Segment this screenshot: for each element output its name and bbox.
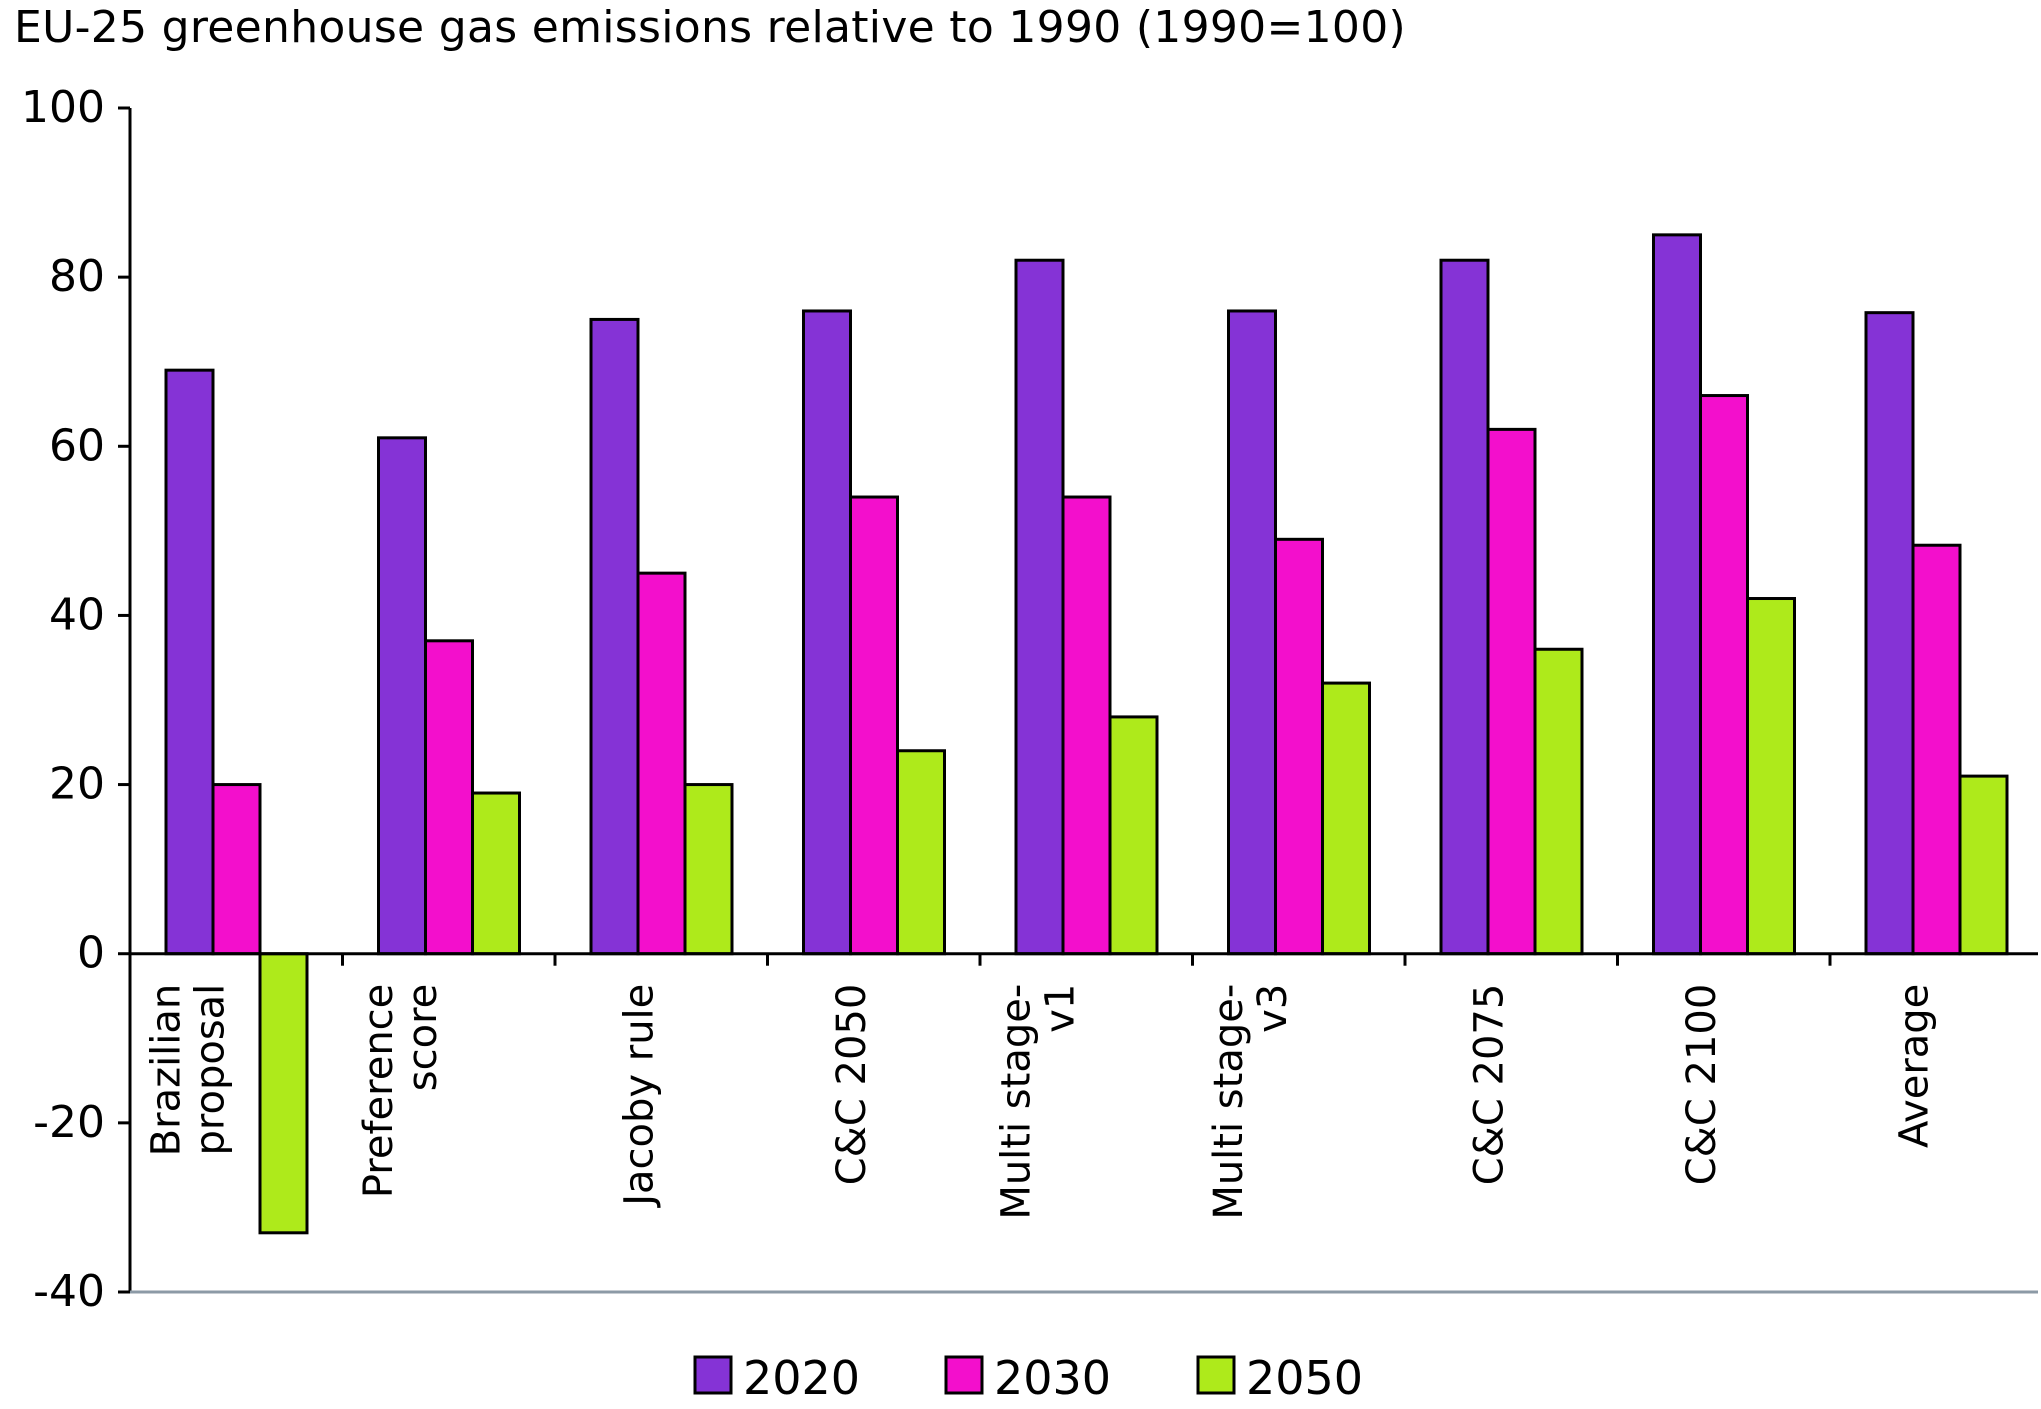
bar-2030-8 xyxy=(1911,543,1962,956)
category-label: Jacoby rule xyxy=(617,984,663,1209)
bar-2020-4 xyxy=(1014,258,1065,956)
bar-2050-1 xyxy=(471,791,521,956)
legend-swatch-2050 xyxy=(1196,1355,1236,1395)
legend-swatch-2020 xyxy=(693,1355,733,1395)
y-tick-label: 40 xyxy=(49,589,105,640)
y-tick-label: 60 xyxy=(49,420,105,471)
bar-2020-6 xyxy=(1439,258,1490,956)
legend: 2020 2030 2050 xyxy=(693,1351,1363,1405)
chart-title: EU-25 greenhouse gas emissions relative … xyxy=(14,2,1406,53)
category-label: Multi stage- xyxy=(1206,984,1252,1220)
category-label: Average xyxy=(1892,984,1938,1148)
bar-2050-2 xyxy=(683,783,734,956)
category-label: C&C 2050 xyxy=(829,984,875,1186)
y-tick-label: 80 xyxy=(49,251,105,302)
legend-label-2020: 2020 xyxy=(743,1351,860,1405)
legend-swatch-2030 xyxy=(944,1355,984,1395)
category-label: Multi stage- xyxy=(994,984,1040,1220)
legend-label-2050: 2050 xyxy=(1246,1351,1363,1405)
bar-2030-7 xyxy=(1699,394,1749,956)
bar-2050-7 xyxy=(1746,597,1796,956)
bar-2050-6 xyxy=(1533,647,1584,956)
bar-2030-1 xyxy=(424,639,474,956)
bar-2020-2 xyxy=(589,317,640,956)
category-label: C&C 2075 xyxy=(1467,984,1513,1186)
bar-2020-1 xyxy=(377,436,427,956)
axes-layer xyxy=(118,106,2038,1294)
legend-label-2030: 2030 xyxy=(994,1351,1111,1405)
category-label: C&C 2100 xyxy=(1679,984,1725,1186)
y-tick-label: 100 xyxy=(21,82,105,133)
bar-2020-8 xyxy=(1864,311,1915,956)
bar-2030-5 xyxy=(1274,537,1324,956)
y-tick-label: -20 xyxy=(33,1097,105,1148)
bar-2030-3 xyxy=(849,495,899,956)
category-label: v1 xyxy=(1038,984,1084,1033)
bar-2050-0 xyxy=(258,952,309,1235)
bar-2020-0 xyxy=(164,368,215,956)
bar-2050-3 xyxy=(896,749,946,956)
bar-2030-6 xyxy=(1486,427,1537,956)
bar-2050-5 xyxy=(1321,681,1371,956)
bar-2020-5 xyxy=(1227,309,1277,956)
category-label: Preference xyxy=(356,984,402,1198)
y-tick-labels: 100 80 60 40 20 0 -20 -40 xyxy=(21,82,105,1317)
bar-2020-7 xyxy=(1652,233,1702,956)
bar-2030-4 xyxy=(1061,495,1112,956)
bars-layer xyxy=(164,233,2009,1235)
bar-2050-4 xyxy=(1108,715,1159,956)
category-label: score xyxy=(400,984,446,1091)
bar-2020-3 xyxy=(802,309,852,956)
bar-2030-0 xyxy=(211,783,262,956)
category-label: Brazilian xyxy=(144,984,190,1157)
bar-2030-2 xyxy=(636,571,687,956)
bar-2050-8 xyxy=(1958,774,2009,956)
category-label: proposal xyxy=(188,984,234,1156)
category-label: v3 xyxy=(1250,984,1296,1033)
y-tick-label: -40 xyxy=(33,1266,105,1317)
y-tick-label: 20 xyxy=(49,759,105,810)
y-tick-label: 0 xyxy=(77,928,105,979)
